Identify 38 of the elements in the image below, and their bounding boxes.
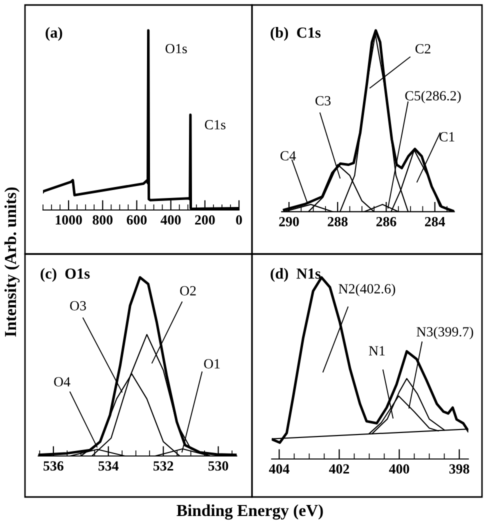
x-tick-label: 534 [98, 461, 119, 471]
x-tick-label: 800 [92, 215, 113, 225]
x-tick-label: 1000 [56, 215, 82, 225]
x-tick-label: 286 [376, 216, 396, 226]
annotation: O1 [204, 359, 220, 368]
x-tick-label: 398 [449, 464, 470, 474]
x-tick-label: 404 [268, 464, 290, 474]
x-tick-label: 288 [328, 216, 348, 226]
x-tick-label: 400 [389, 464, 410, 474]
x-tick-label: 0 [236, 215, 242, 225]
x-tick-label: 284 [425, 216, 446, 226]
chart-title: (a) [46, 27, 62, 41]
annotation: O2 [180, 286, 196, 296]
annotation: O3 [70, 301, 86, 310]
chart-title: (d) N1s [270, 268, 321, 282]
x-tick-label: 402 [329, 464, 350, 474]
annotation: C1s [204, 120, 226, 130]
annotation: O4 [54, 377, 70, 386]
annotation: N1 [368, 346, 385, 356]
y-axis-title: Intensity (Arb. units) [4, 187, 20, 337]
x-tick-label: 200 [195, 215, 215, 225]
annotation: O1s [166, 44, 187, 54]
x-tick-label: 600 [126, 215, 147, 225]
x-tick-label: 400 [160, 215, 181, 225]
chart-title: (c) O1s [40, 268, 90, 282]
annotation: C1 [439, 132, 454, 142]
x-axis-title: Binding Energy (eV) [176, 504, 323, 520]
annotation: C2 [415, 44, 430, 54]
x-tick-label: 532 [153, 461, 174, 471]
annotation: N3(399.7) [416, 326, 474, 340]
annotation: C5(286.2) [405, 90, 461, 104]
x-tick-label: 530 [208, 461, 228, 471]
chart-title: (b) C1s [270, 27, 321, 41]
x-tick-label: 536 [44, 461, 64, 471]
annotation: N2(402.6) [338, 284, 396, 296]
x-tick-label: 290 [279, 216, 299, 226]
annotation: C4 [280, 151, 296, 160]
annotation: C3 [315, 96, 331, 106]
